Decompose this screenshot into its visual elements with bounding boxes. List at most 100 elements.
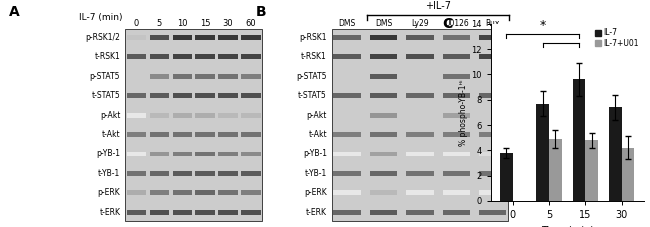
Bar — [443, 152, 470, 156]
Bar — [127, 171, 146, 176]
Bar — [196, 35, 215, 40]
Bar — [370, 152, 397, 156]
Bar — [150, 35, 169, 40]
Bar — [443, 167, 470, 180]
Bar — [127, 190, 146, 195]
Bar — [172, 128, 192, 141]
Bar — [241, 93, 261, 98]
Bar — [172, 50, 192, 63]
Text: p-YB-1: p-YB-1 — [303, 150, 327, 158]
Bar — [406, 186, 434, 199]
Text: 10: 10 — [177, 19, 187, 28]
Bar — [443, 113, 470, 118]
Text: 0: 0 — [134, 19, 139, 28]
Bar — [172, 206, 192, 219]
Bar — [241, 186, 261, 199]
Bar — [333, 152, 361, 156]
Bar — [127, 113, 146, 118]
Bar — [241, 74, 261, 79]
Bar — [150, 50, 169, 63]
Bar — [370, 128, 397, 141]
Bar — [218, 186, 238, 199]
Bar — [218, 50, 238, 63]
Bar — [479, 206, 506, 219]
Text: DMS: DMS — [339, 19, 356, 28]
Text: Rux: Rux — [486, 19, 500, 28]
Bar — [479, 152, 506, 156]
Bar — [443, 31, 470, 44]
Bar — [370, 74, 397, 79]
Bar — [443, 74, 470, 79]
Bar — [218, 148, 238, 160]
Bar — [172, 186, 192, 199]
Bar — [196, 74, 215, 79]
Text: U0126: U0126 — [444, 19, 469, 28]
Text: t-RSK1: t-RSK1 — [301, 52, 327, 61]
Bar — [370, 190, 397, 195]
Bar — [406, 70, 434, 83]
Bar — [333, 190, 361, 195]
Text: t-Akt: t-Akt — [101, 130, 120, 139]
Bar — [241, 113, 261, 118]
Bar — [196, 109, 215, 122]
Bar — [196, 54, 215, 59]
Bar — [333, 31, 361, 44]
Bar — [370, 148, 397, 160]
Bar — [218, 93, 238, 98]
Bar — [127, 50, 146, 63]
Bar — [406, 190, 434, 195]
Bar — [150, 167, 169, 180]
Bar — [218, 35, 238, 40]
Bar — [218, 74, 238, 79]
Bar — [150, 148, 169, 160]
Bar — [443, 54, 470, 59]
Text: p-ERK: p-ERK — [98, 188, 120, 197]
Bar — [218, 152, 238, 156]
Bar — [172, 113, 192, 118]
Bar — [150, 89, 169, 102]
Bar — [406, 210, 434, 215]
Bar — [443, 50, 470, 63]
Bar — [479, 109, 506, 122]
Text: t-RSK1: t-RSK1 — [94, 52, 120, 61]
Bar — [127, 186, 146, 199]
Bar — [196, 210, 215, 215]
Bar — [172, 152, 192, 156]
Bar — [150, 70, 169, 83]
Bar — [609, 107, 621, 201]
Bar — [406, 206, 434, 219]
Bar — [370, 171, 397, 176]
Bar — [172, 31, 192, 44]
Bar — [218, 54, 238, 59]
Bar — [196, 93, 215, 98]
Bar — [127, 31, 146, 44]
Text: t-YB-1: t-YB-1 — [305, 169, 327, 178]
Bar — [370, 167, 397, 180]
Bar — [406, 167, 434, 180]
Bar — [479, 128, 506, 141]
Bar — [370, 210, 397, 215]
Bar — [370, 93, 397, 98]
Bar — [406, 148, 434, 160]
Bar — [241, 132, 261, 137]
Bar — [241, 167, 261, 180]
Bar — [333, 109, 361, 122]
Text: p-RSK1/2: p-RSK1/2 — [85, 33, 120, 42]
Text: p-YB-1: p-YB-1 — [96, 150, 120, 158]
Bar — [370, 186, 397, 199]
Bar — [479, 210, 506, 215]
Text: p-Akt: p-Akt — [100, 111, 120, 120]
Bar — [150, 54, 169, 59]
Bar — [196, 206, 215, 219]
Bar — [241, 35, 261, 40]
Bar — [127, 167, 146, 180]
Bar — [172, 35, 192, 40]
Bar — [172, 93, 192, 98]
Bar — [125, 29, 262, 221]
Bar — [196, 190, 215, 195]
Bar — [443, 132, 470, 137]
Text: t-ERK: t-ERK — [306, 208, 327, 217]
Bar — [370, 50, 397, 63]
Bar — [443, 89, 470, 102]
Bar — [196, 152, 215, 156]
